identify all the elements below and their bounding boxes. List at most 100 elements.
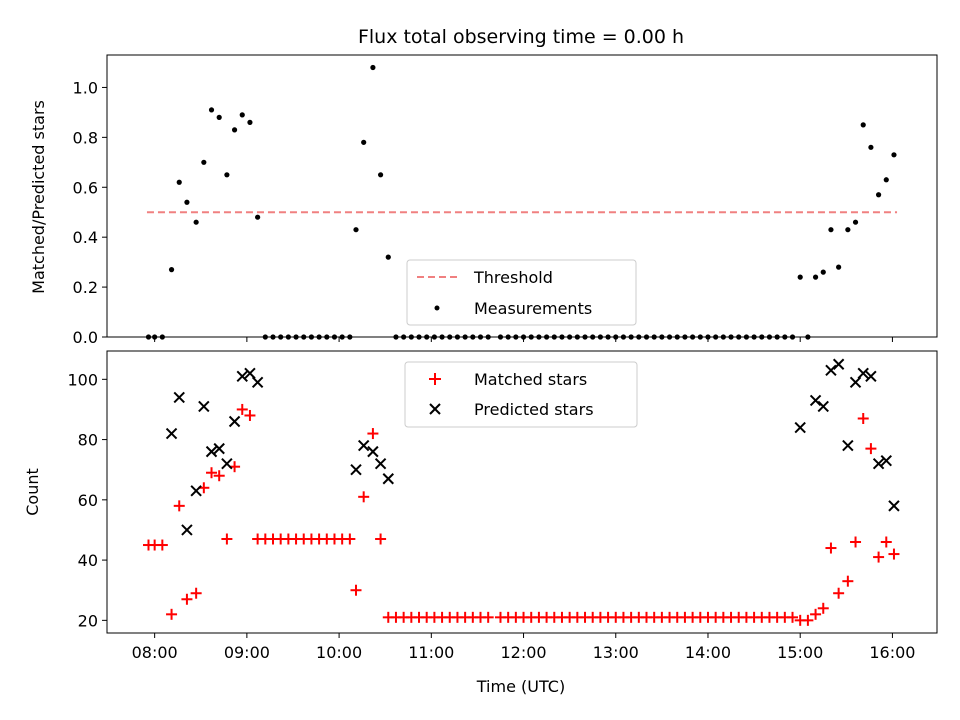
predicted-star-point [367, 445, 379, 458]
measurement-point [883, 177, 889, 183]
measurement-point [224, 172, 230, 178]
predicted-star-point [832, 358, 845, 370]
measurement-point [184, 199, 190, 205]
predicted-star-point [198, 400, 210, 413]
measurement-point [377, 172, 384, 178]
bottom-plot: Count Time (UTC) 20 40 60 80 100 08:00 09:00 10… [23, 350, 938, 696]
legend-threshold-label: Threshold [473, 268, 553, 287]
measurement-point [812, 274, 819, 280]
matched-star-point [888, 548, 900, 560]
predicted-star-point [865, 370, 877, 383]
predicted-star-point [190, 485, 202, 497]
measurement-point [845, 227, 851, 233]
matched-star-point [190, 587, 202, 599]
measurement-point [597, 334, 603, 340]
measurement-point [370, 64, 376, 71]
legend-matched-swatch [429, 373, 441, 385]
measurement-point [551, 334, 557, 340]
measurement-point [682, 334, 688, 340]
bottom-legend: Matched stars Predicted stars [404, 361, 638, 428]
matched-star-point [375, 533, 387, 545]
measurement-point [361, 139, 367, 145]
measurement-point [789, 334, 796, 340]
measurement-point [582, 334, 588, 340]
top-y-tick-label: 0.0 [73, 328, 98, 347]
measurement-point [477, 334, 484, 340]
matched-star-point [873, 551, 885, 563]
matched-star-point [810, 608, 822, 620]
measurement-point [875, 192, 882, 198]
predicted-star-point [251, 376, 264, 389]
predicted-star-point [236, 370, 248, 383]
x-tick-label: 08:00 [132, 643, 178, 662]
predicted-star-point [872, 457, 885, 470]
top-y-tick-label: 0.8 [73, 128, 98, 147]
matched-star-point [181, 593, 193, 605]
measurement-point [559, 334, 565, 340]
measurement-point [401, 334, 407, 340]
measurement-point [605, 334, 611, 340]
measurement-point [424, 334, 430, 340]
measurement-point [270, 334, 276, 340]
predicted-star-point [842, 439, 854, 452]
measurement-point [736, 334, 742, 340]
predicted-star-point [382, 473, 394, 485]
matched-star-point [857, 412, 869, 424]
predicted-star-point [817, 400, 829, 413]
predicted-star-point [857, 367, 869, 380]
measurement-point [674, 334, 680, 340]
matched-star-point [166, 608, 178, 620]
measurement-point [385, 254, 391, 260]
measurement-point [331, 334, 338, 340]
predicted-star-point [794, 421, 806, 434]
measurement-point [470, 334, 476, 340]
measurement-point [651, 334, 657, 340]
matched-star-point [367, 428, 379, 440]
measurement-point [208, 107, 215, 113]
measurement-point [766, 334, 773, 340]
measurement-point [454, 334, 461, 340]
top-y-tick-label: 1.0 [73, 78, 98, 97]
bottom-legend-box [404, 361, 638, 428]
measurement-point [705, 334, 711, 340]
matched-star-point [221, 533, 233, 545]
measurement-point [620, 334, 627, 340]
measurement-point [860, 122, 866, 128]
matched-star-point [173, 500, 185, 512]
measurement-point [462, 334, 468, 340]
measurement-point [590, 334, 596, 340]
measurement-point [239, 112, 245, 118]
measurement-point [567, 334, 573, 340]
x-tick-label: 14:00 [685, 643, 731, 662]
x-tick-label: 15:00 [777, 643, 823, 662]
measurement-point [697, 334, 703, 340]
measurement-point [505, 334, 511, 340]
measurement-point [159, 334, 165, 340]
predicted-star-point [849, 376, 862, 389]
measurement-point [497, 334, 504, 340]
bottom-axes-frame [106, 350, 938, 634]
measurement-point [447, 334, 453, 340]
matched-star-point [358, 491, 370, 503]
bottom-y-tick-label: 100 [67, 370, 98, 389]
top-y-axis-label: Matched/Predicted stars [29, 100, 48, 294]
measurement-point [690, 334, 696, 340]
measurement-point [868, 144, 874, 150]
predicted-star-point [825, 364, 837, 376]
measurement-point [528, 334, 534, 340]
measurement-point [431, 334, 437, 340]
measurement-point [339, 334, 345, 340]
top-legend-box [406, 259, 637, 326]
measurement-point [293, 334, 299, 340]
measurement-point [176, 179, 182, 185]
legend-predicted-label: Predicted stars [474, 400, 594, 419]
predicted-star-point [205, 445, 218, 458]
measurement-point [797, 274, 803, 280]
x-axis-label: Time (UTC) [476, 677, 565, 696]
legend-predicted-swatch [429, 403, 441, 415]
matched-star-point [842, 575, 854, 587]
matched-star-point [213, 470, 225, 482]
x-tick-label: 16:00 [869, 643, 915, 662]
measurement-point [782, 334, 788, 340]
measurement-point [308, 334, 315, 340]
